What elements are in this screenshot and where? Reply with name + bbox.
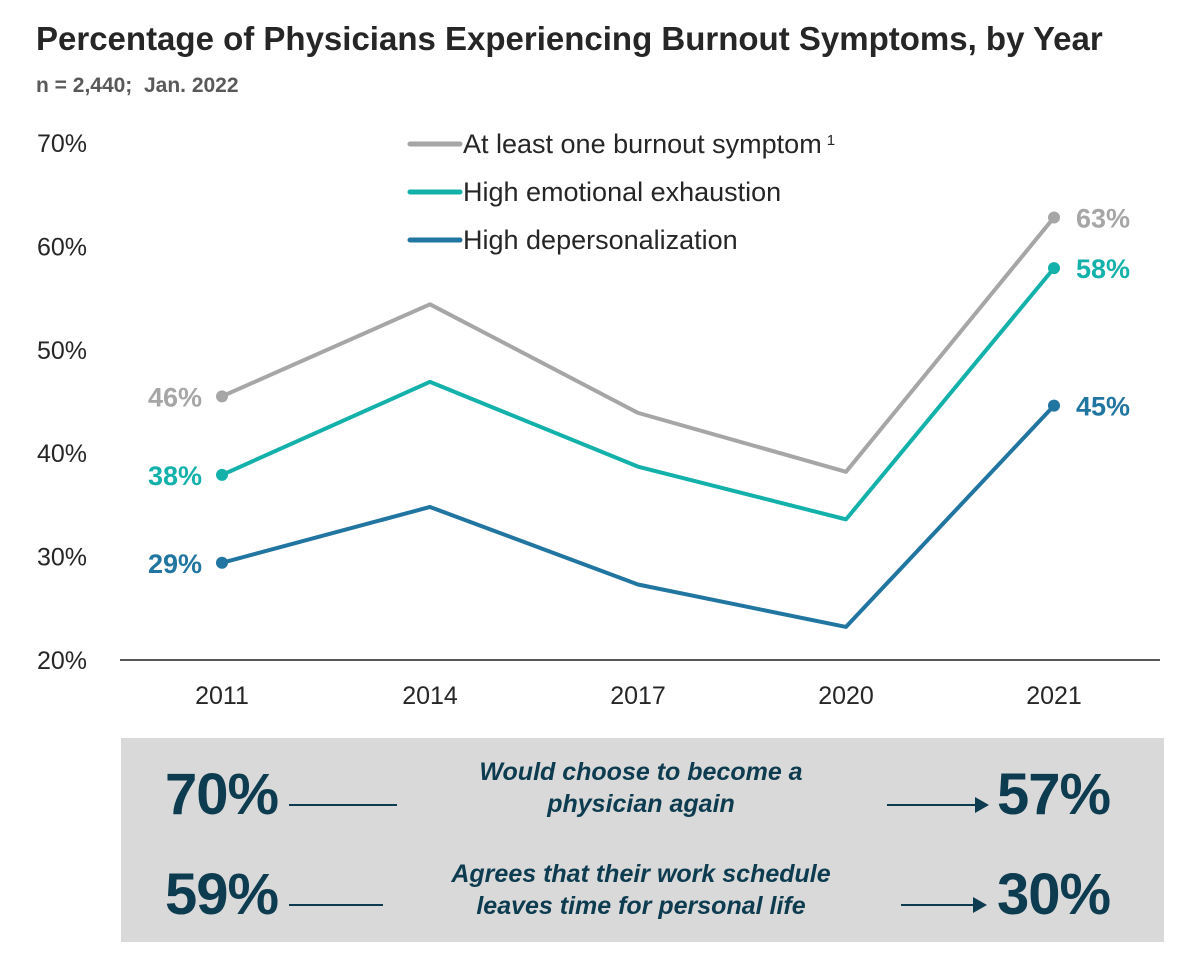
comparison-description: Would choose to become a physician again xyxy=(391,756,891,820)
data-label: 38% xyxy=(148,461,202,491)
series-line xyxy=(221,404,1056,629)
description-line-2: physician again xyxy=(547,790,735,818)
comparison-description: Agrees that their work schedule leaves t… xyxy=(391,858,891,922)
y-tick-label: 30% xyxy=(37,544,87,572)
data-point xyxy=(216,468,228,481)
y-tick-label: 20% xyxy=(37,647,87,675)
x-tick-label: 2014 xyxy=(402,682,458,710)
data-label: 63% xyxy=(1076,203,1130,233)
after-value: 57% xyxy=(997,762,1111,827)
x-tick-label: 2011 xyxy=(195,682,249,710)
legend-footnote-marker: 1 xyxy=(827,132,835,149)
series-layer: 46% 63% 38% 58% 29% 45% xyxy=(148,203,1130,629)
data-point xyxy=(1048,399,1060,412)
connector-line xyxy=(289,904,383,906)
x-tick-label: 2017 xyxy=(610,682,666,710)
x-axis-ticks: 2011 2014 2017 2020 2021 xyxy=(195,682,1082,710)
data-point xyxy=(216,556,228,569)
series-line xyxy=(221,266,1056,522)
chart-subtitle: n = 2,440; Jan. 2022 xyxy=(36,74,239,97)
data-label: 29% xyxy=(148,549,202,579)
data-point xyxy=(1048,262,1060,275)
legend: At least one burnout symptom 1 High emotio… xyxy=(407,129,835,255)
description-line-1: Would choose to become a xyxy=(479,758,803,786)
y-tick-label: 70% xyxy=(37,130,87,158)
x-tick-label: 2020 xyxy=(818,682,874,710)
burnout-line-chart: 20%30%40%50%60%70% 2011 2014 2017 2020 2021 … xyxy=(37,129,1160,710)
arrow-right-icon xyxy=(901,897,987,913)
legend-label: High depersonalization xyxy=(463,225,738,255)
data-label: 46% xyxy=(148,382,202,412)
legend-label: At least one burnout symptom 1 xyxy=(463,129,835,159)
x-tick-label: 2021 xyxy=(1026,682,1082,710)
comparison-row-work-schedule: 59% Agrees that their work schedule leav… xyxy=(121,856,1164,946)
chart-title: Percentage of Physicians Experiencing Bu… xyxy=(36,20,1103,57)
series-high-emotional-exhaustion: 38% 58% xyxy=(148,254,1130,522)
description-line-1: Agrees that their work schedule xyxy=(451,860,831,888)
comparison-panel: 70% Would choose to become a physician a… xyxy=(121,738,1164,942)
data-label: 45% xyxy=(1076,392,1130,422)
series-at-least-one-burnout-symptom: 46% 63% xyxy=(148,203,1130,474)
data-point xyxy=(216,390,228,403)
before-value: 70% xyxy=(165,762,279,827)
connector-line xyxy=(289,804,397,806)
description-line-2: leaves time for personal life xyxy=(476,892,806,920)
arrow-right-icon xyxy=(887,797,989,813)
after-value: 30% xyxy=(997,862,1111,927)
series-line xyxy=(221,216,1056,474)
y-tick-label: 40% xyxy=(37,440,87,468)
before-value: 59% xyxy=(165,862,279,927)
y-tick-label: 60% xyxy=(37,233,87,261)
series-high-depersonalization: 29% 45% xyxy=(148,392,1130,629)
data-label: 58% xyxy=(1076,254,1130,284)
y-tick-label: 50% xyxy=(37,337,87,365)
legend-label: High emotional exhaustion xyxy=(463,177,781,207)
data-point xyxy=(1048,211,1060,224)
comparison-row-choose-again: 70% Would choose to become a physician a… xyxy=(121,756,1164,846)
y-axis-ticks: 20% 30% 40% 50% 60% 70% xyxy=(37,130,87,675)
